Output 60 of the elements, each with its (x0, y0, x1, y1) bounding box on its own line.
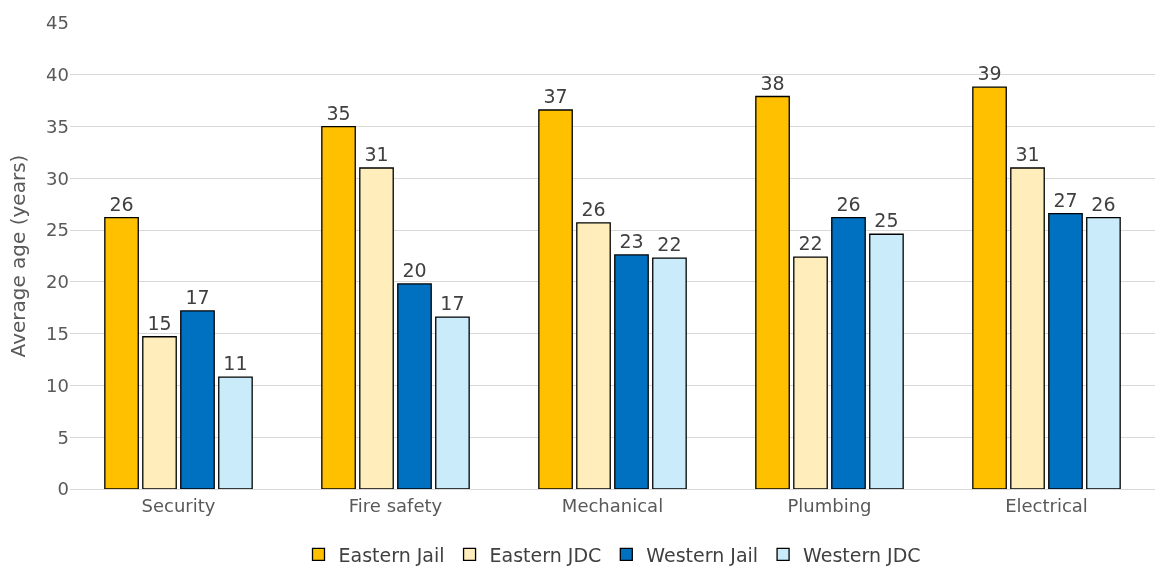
bar (755, 95, 790, 489)
x-tick-label: Plumbing (787, 494, 872, 516)
y-tick-label: 0 (57, 478, 69, 500)
data-label: 11 (223, 352, 248, 375)
data-label: 23 (619, 229, 644, 252)
data-label: 26 (109, 192, 134, 215)
bar (435, 316, 470, 489)
y-tick-label: 30 (46, 167, 69, 189)
x-tick-label: Security (141, 494, 216, 516)
bar (1010, 167, 1045, 489)
y-tick-label: 35 (46, 115, 69, 137)
legend-label: Western Jail (646, 543, 759, 566)
data-label: 22 (657, 233, 682, 256)
bar (538, 109, 573, 489)
bar (793, 256, 828, 489)
x-tick-label: Electrical (1005, 494, 1088, 516)
legend-label: Eastern Jail (338, 543, 445, 566)
bar (180, 310, 215, 489)
data-label: 22 (798, 232, 823, 255)
data-label: 37 (543, 84, 568, 107)
bar (1048, 212, 1083, 489)
data-label: 39 (977, 62, 1002, 85)
bar (614, 254, 649, 489)
data-label: 26 (836, 192, 861, 215)
x-tick-label: Fire safety (348, 494, 443, 516)
y-tick-label: 40 (46, 64, 69, 86)
bar (104, 217, 139, 489)
data-label: 27 (1053, 188, 1078, 211)
bar (576, 222, 611, 489)
data-label: 26 (1091, 192, 1116, 215)
data-label: 38 (760, 71, 785, 94)
legend-label: Western JDC (803, 543, 921, 566)
data-label: 17 (440, 292, 465, 315)
data-label: 17 (185, 285, 210, 308)
y-tick-label: 15 (46, 322, 69, 344)
bar (359, 167, 394, 489)
x-tick-label: Mechanical (561, 494, 664, 516)
data-label: 25 (874, 209, 899, 232)
bar (397, 283, 432, 489)
y-axis-title: Average age (years) (5, 154, 30, 358)
bar (1086, 217, 1121, 489)
y-tick-label: 5 (57, 426, 69, 448)
bar (321, 125, 356, 489)
data-label: 31 (364, 142, 389, 165)
bar (142, 336, 177, 489)
bar (869, 233, 904, 489)
data-label: 20 (402, 258, 427, 281)
bar (652, 257, 687, 489)
bar (218, 376, 253, 489)
data-label: 26 (581, 197, 606, 220)
bar (972, 86, 1007, 489)
data-label: 35 (326, 101, 351, 124)
legend-label: Eastern JDC (489, 543, 602, 566)
y-tick-label: 20 (46, 271, 69, 293)
y-tick-label: 45 (46, 12, 69, 34)
y-tick-label: 10 (46, 374, 69, 396)
bar (831, 217, 866, 489)
data-label: 31 (1015, 142, 1040, 165)
y-tick-label: 25 (46, 219, 69, 241)
data-label: 15 (147, 311, 172, 334)
